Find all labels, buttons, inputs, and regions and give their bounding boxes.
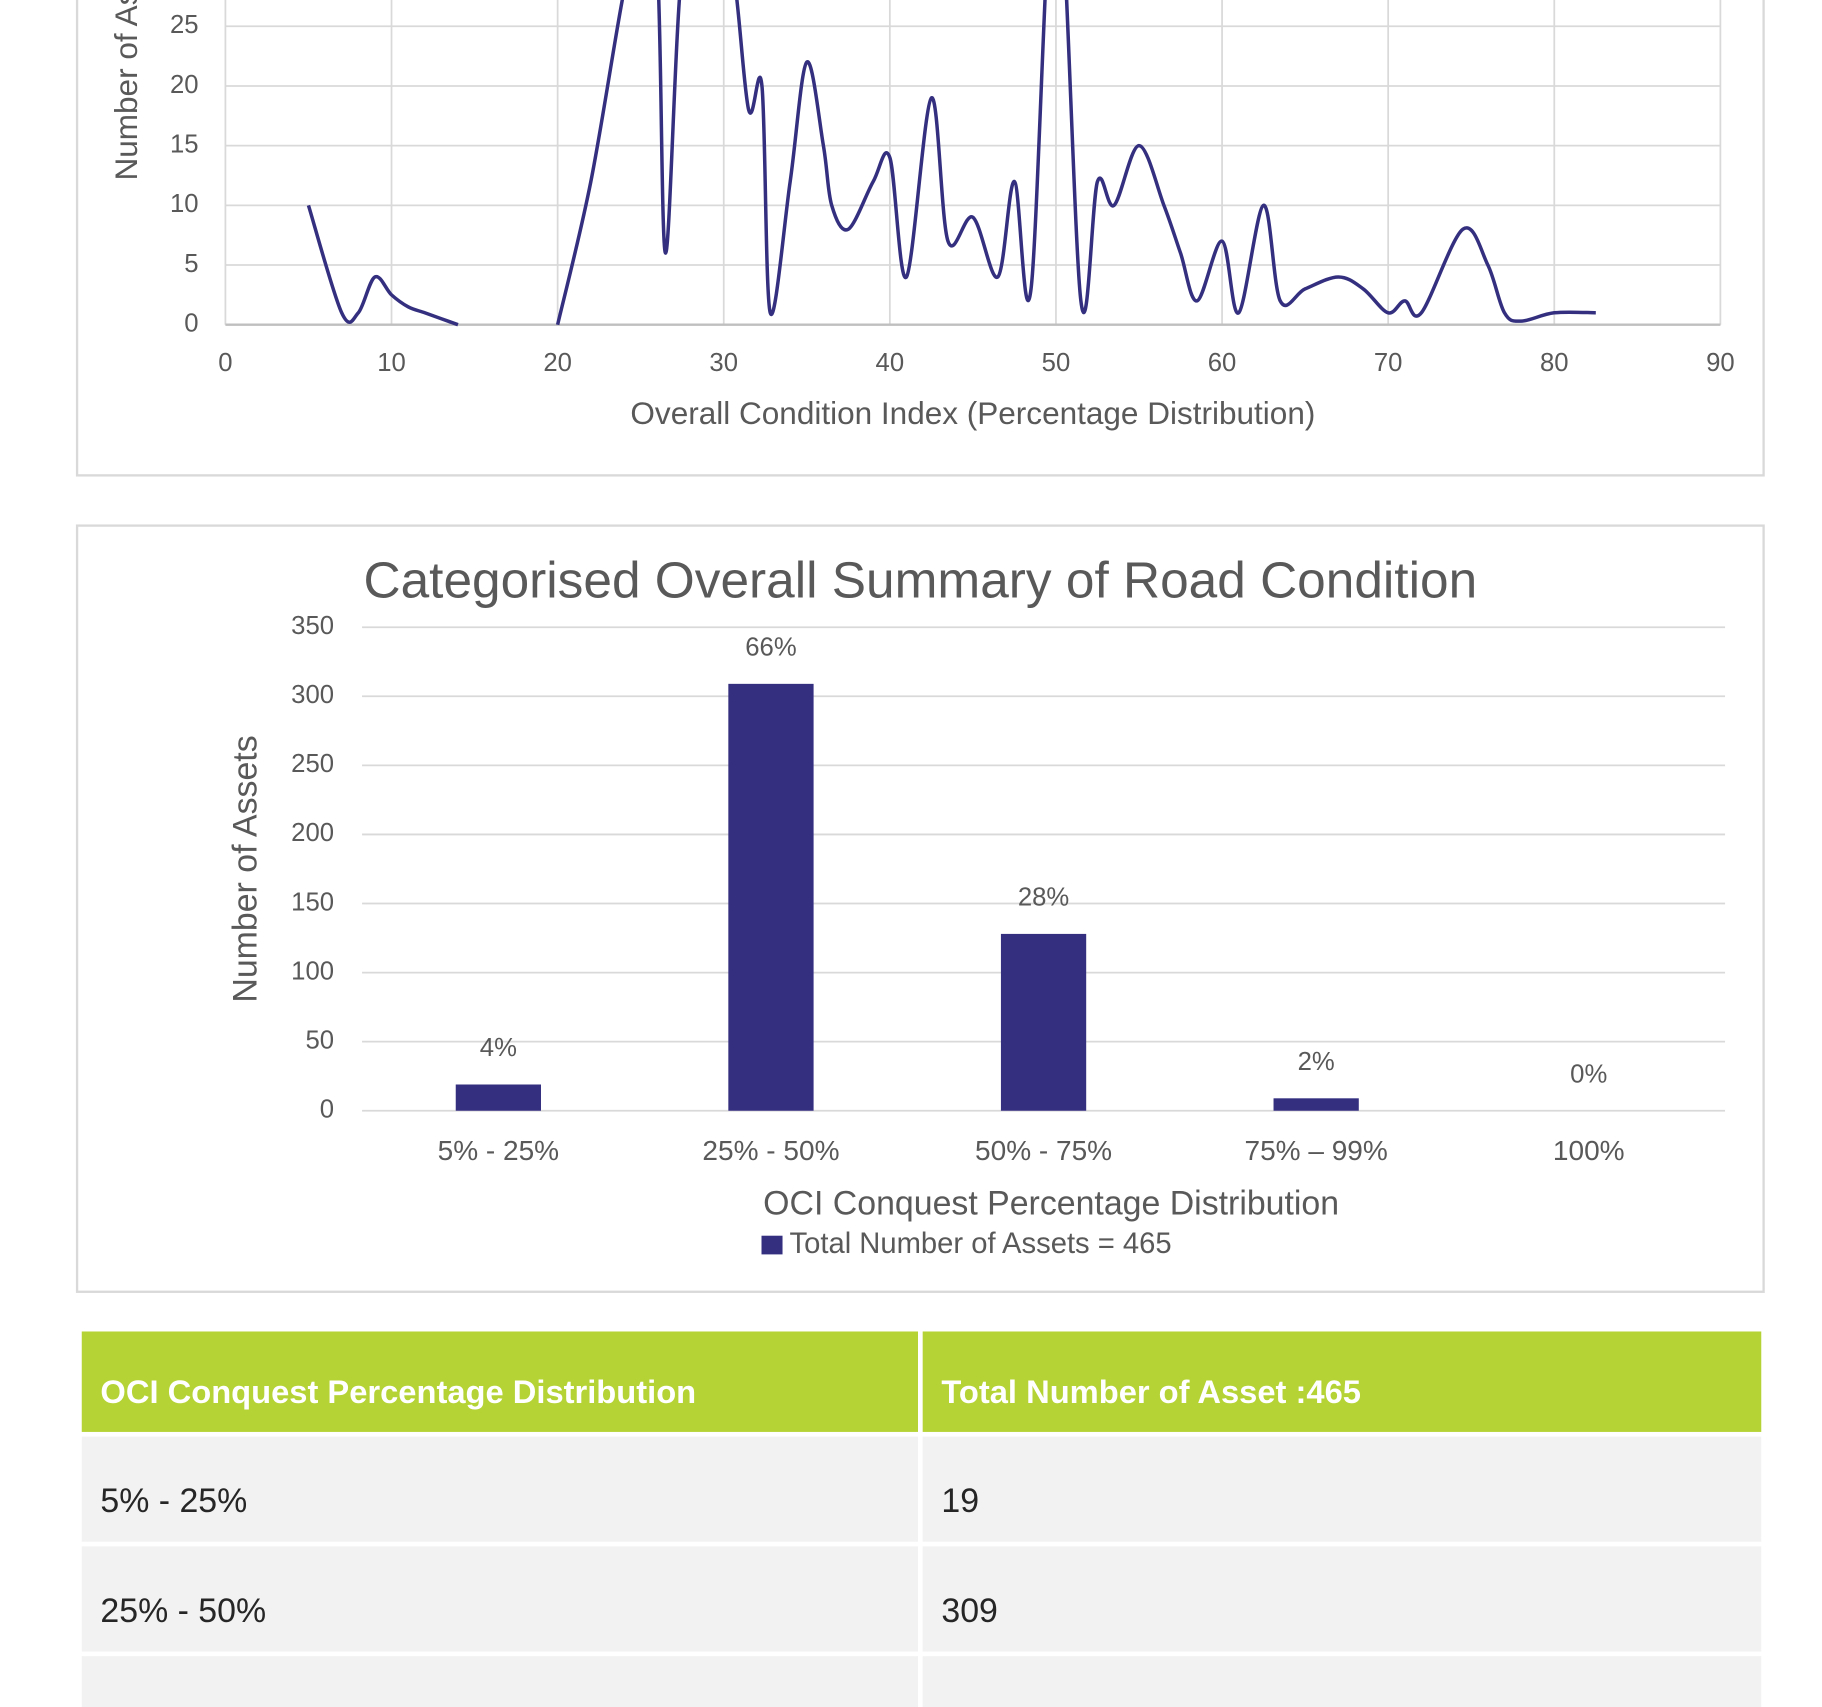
chart-frame — [75, 524, 1765, 1293]
table-cell — [922, 1546, 1762, 1652]
table-cell-text: 19 — [941, 1482, 979, 1520]
x-tick-label: 20 — [543, 349, 572, 377]
legend-swatch — [761, 1235, 783, 1255]
x-tick-label: 50% - 75% — [975, 1135, 1112, 1166]
x-tick-label: 100% — [1553, 1135, 1625, 1166]
data-label: 28% — [1018, 884, 1069, 912]
table-cell — [922, 1436, 1762, 1542]
data-label: 0% — [1570, 1060, 1607, 1088]
bar — [455, 1084, 541, 1111]
x-tick-label: 0 — [218, 349, 232, 377]
y-tick-label: 10 — [170, 190, 199, 218]
table-cell-text: 309 — [941, 1592, 998, 1630]
legend-label: Total Number of Assets = 465 — [790, 1228, 1172, 1260]
table-header-cell — [81, 1331, 919, 1432]
table-cell-text: 128 — [941, 1702, 998, 1707]
table-header-cell — [922, 1331, 1762, 1432]
x-tick-label: 30 — [709, 349, 738, 377]
x-tick-label: 10 — [377, 349, 406, 377]
x-axis-label: OCI Conquest Percentage Distribution — [763, 1184, 1339, 1222]
table-cell-text: 50% - 75% — [100, 1702, 266, 1707]
table-cell-text: 25% - 50% — [100, 1592, 266, 1630]
x-tick-label: 25% - 50% — [702, 1135, 839, 1166]
y-tick-label: 100 — [291, 957, 334, 985]
table-cell — [81, 1546, 919, 1652]
table-cell — [81, 1436, 919, 1542]
y-tick-label: 50 — [305, 1026, 334, 1054]
table-cell-text: 5% - 25% — [100, 1482, 247, 1520]
table-cell — [81, 1656, 919, 1707]
bar — [728, 683, 814, 1111]
y-tick-label: 150 — [291, 888, 334, 916]
y-tick-label: 0 — [184, 309, 198, 337]
y-tick-label: 0 — [320, 1096, 334, 1124]
y-tick-label: 200 — [291, 819, 334, 847]
bar — [1000, 933, 1087, 1111]
y-tick-label: 15 — [170, 130, 199, 158]
y-tick-label: 300 — [291, 681, 334, 709]
y-tick-label: 20 — [170, 71, 199, 99]
x-tick-label: 40 — [876, 349, 905, 377]
y-tick-label: 250 — [291, 750, 334, 778]
x-tick-label: 80 — [1540, 349, 1569, 377]
data-label: 66% — [745, 634, 796, 662]
bar — [1273, 1098, 1359, 1111]
y-axis-label: Number of Assets — [227, 735, 265, 1002]
data-label: 4% — [480, 1034, 517, 1062]
chart-frame — [75, 0, 1765, 477]
x-tick-label: 50 — [1042, 349, 1071, 377]
chart-title: Categorised Overall Summary of Road Cond… — [364, 551, 1478, 609]
table-header-text: OCI Conquest Percentage Distribution — [100, 1373, 696, 1410]
y-axis-label: Number of Assets — [108, 0, 144, 181]
table-header-text: Total Number of Asset :465 — [941, 1373, 1361, 1410]
x-tick-label: 70 — [1374, 349, 1403, 377]
data-line — [306, 0, 1596, 327]
x-tick-label: 60 — [1208, 349, 1237, 377]
y-tick-label: 350 — [291, 612, 334, 640]
x-axis-label: Overall Condition Index (Percentage Dist… — [630, 395, 1315, 431]
y-tick-label: 5 — [184, 250, 198, 278]
y-tick-label: 25 — [170, 11, 199, 39]
x-tick-label: 5% - 25% — [438, 1135, 559, 1166]
x-tick-label: 90 — [1706, 349, 1735, 377]
x-tick-label: 75% – 99% — [1245, 1135, 1388, 1166]
table-cell — [922, 1656, 1762, 1707]
data-label: 2% — [1298, 1048, 1335, 1076]
